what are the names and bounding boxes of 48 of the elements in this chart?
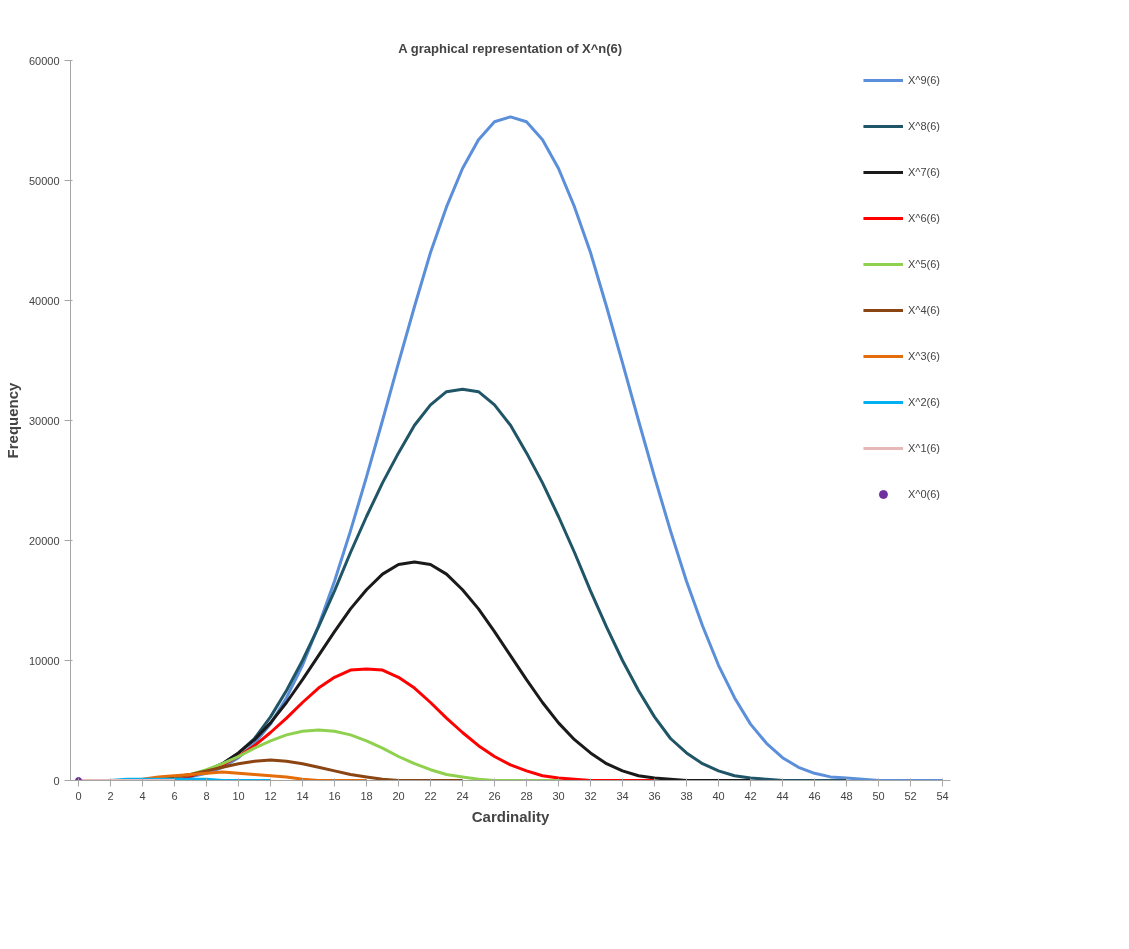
x-tick-label: 14 <box>296 789 309 802</box>
x-tick-label: 20 <box>392 789 405 802</box>
x-tick-label: 38 <box>680 789 693 802</box>
y-axis-title: Frequency <box>3 381 21 459</box>
x-tick-label: 34 <box>616 789 629 802</box>
x-tick-label: 16 <box>328 789 341 802</box>
x-tick-label: 2 <box>107 789 114 802</box>
x-tick-label: 32 <box>584 789 597 802</box>
x-tick-label: 12 <box>264 789 277 802</box>
x-tick-label: 54 <box>936 789 949 802</box>
x-tick-label: 0 <box>75 789 82 802</box>
legend-label: X^5(6) <box>907 258 940 270</box>
x-tick-label: 40 <box>712 789 725 802</box>
x-tick-label: 52 <box>904 789 917 802</box>
x-tick-label: 26 <box>488 789 501 802</box>
legend-label: X^9(6) <box>907 74 940 86</box>
x-tick-label: 36 <box>648 789 661 802</box>
x-tick-label: 8 <box>203 789 210 802</box>
y-tick-label: 60000 <box>28 54 60 67</box>
x-tick-label: 22 <box>424 789 437 802</box>
legend-label: X^7(6) <box>907 166 940 178</box>
legend-label: X^6(6) <box>907 212 940 224</box>
y-tick-label: 30000 <box>28 414 60 427</box>
x-tick-label: 30 <box>552 789 565 802</box>
x-tick-label: 46 <box>808 789 821 802</box>
legend-label: X^0(6) <box>907 488 940 500</box>
legend-label: X^4(6) <box>907 304 940 316</box>
x-tick-label: 28 <box>520 789 533 802</box>
y-tick-label: 20000 <box>28 534 60 547</box>
y-tick-label: 0 <box>53 774 60 787</box>
chart-title: A graphical representation of X^n(6) <box>398 40 623 56</box>
x-tick-label: 18 <box>360 789 373 802</box>
x-tick-label: 10 <box>232 789 245 802</box>
x-tick-label: 4 <box>139 789 146 802</box>
legend-label: X^8(6) <box>907 120 940 132</box>
x-tick-label: 50 <box>872 789 885 802</box>
x-axis-title: Cardinality <box>471 807 550 825</box>
x-tick-label: 24 <box>456 789 469 802</box>
y-tick-label: 50000 <box>28 174 60 187</box>
x-tick-label: 42 <box>744 789 757 802</box>
legend-label: X^3(6) <box>907 350 940 362</box>
x-tick-label: 44 <box>776 789 789 802</box>
x-tick-label: 48 <box>840 789 853 802</box>
y-tick-label: 10000 <box>28 654 60 667</box>
x-tick-label: 6 <box>171 789 178 802</box>
legend-label: X^1(6) <box>907 442 940 454</box>
legend-label: X^2(6) <box>907 396 940 408</box>
y-tick-label: 40000 <box>28 294 60 307</box>
